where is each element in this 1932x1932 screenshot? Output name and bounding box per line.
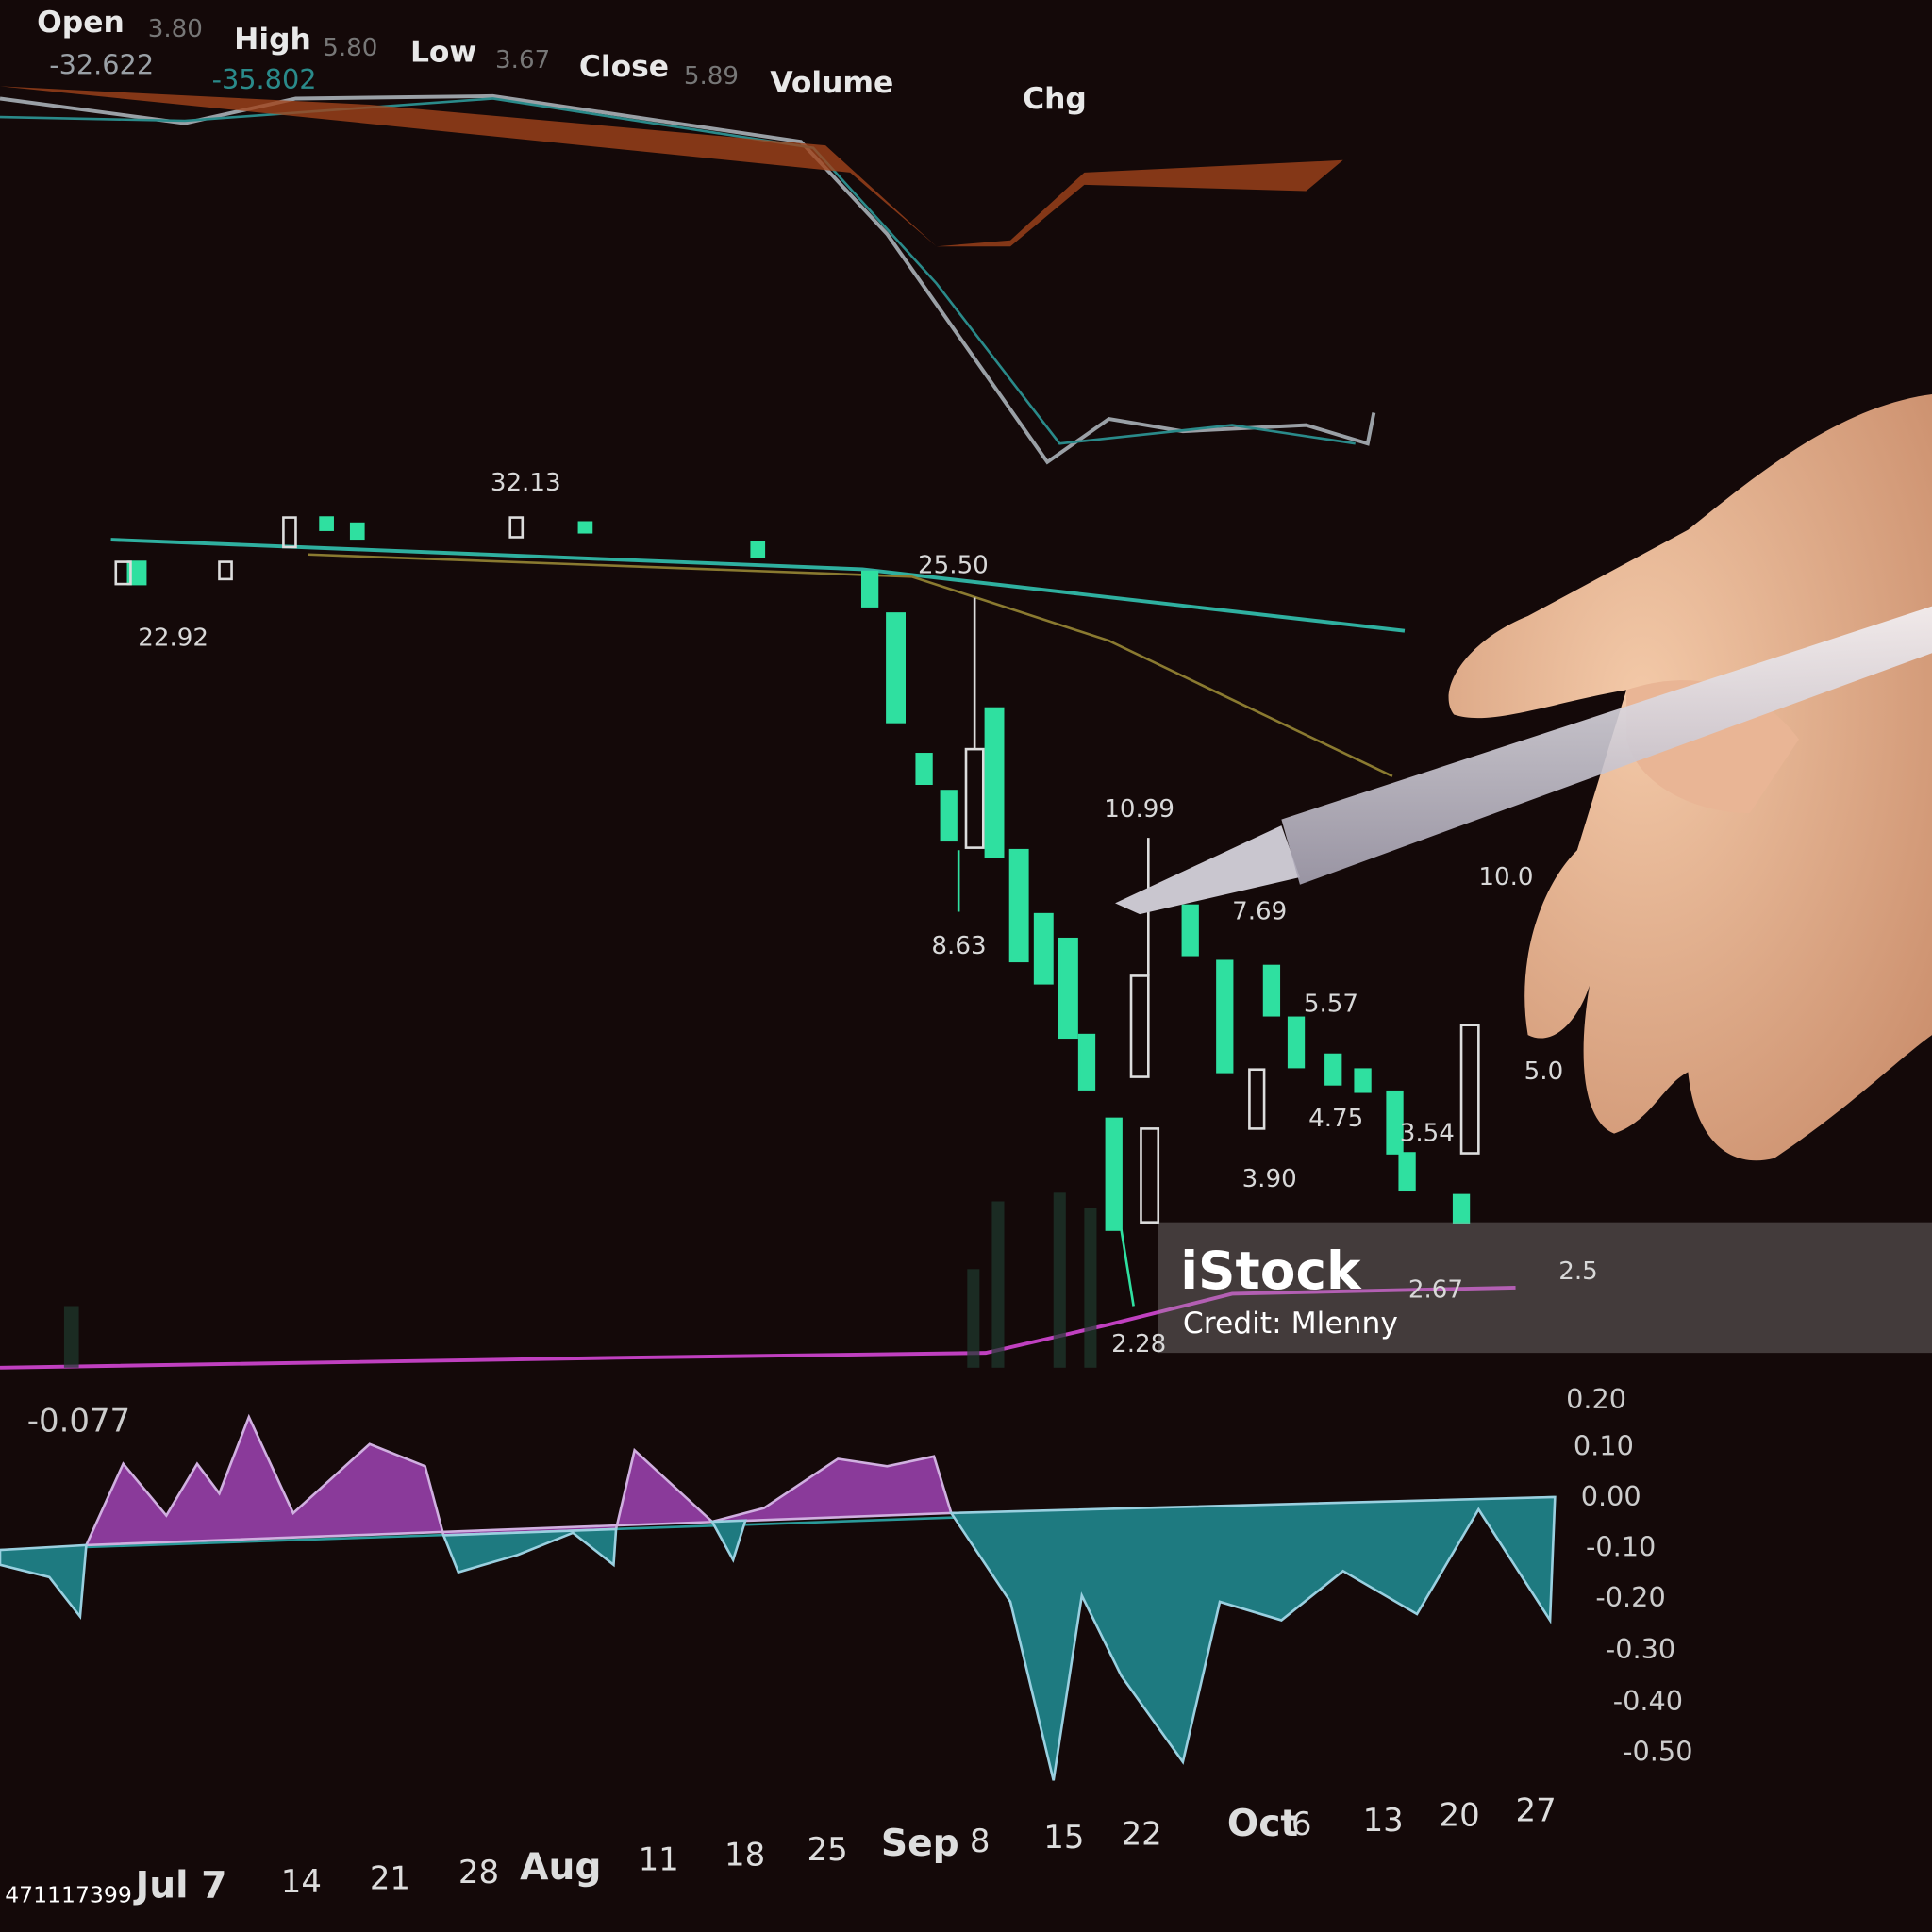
price-label: 3.54 <box>1400 1119 1455 1147</box>
image-id: 471117399 <box>5 1882 132 1908</box>
x-axis-label: 6 <box>1291 1806 1312 1843</box>
pen <box>1281 606 1932 885</box>
header-value: 5.80 <box>323 34 377 62</box>
indicator-value: -35.802 <box>212 63 317 95</box>
oscillator-negative <box>0 1495 1557 1781</box>
oscillator-tick: -0.10 <box>1586 1531 1656 1563</box>
x-axis-label: 27 <box>1516 1791 1557 1829</box>
price-label: 2.67 <box>1408 1275 1463 1304</box>
header-label: High <box>234 23 311 57</box>
x-axis-label: 22 <box>1122 1815 1162 1853</box>
x-axis-label: Aug <box>520 1846 601 1889</box>
watermark-band <box>1158 1222 1932 1354</box>
x-axis-label: 14 <box>281 1863 322 1901</box>
moving-average <box>110 538 1406 633</box>
header-value: 3.67 <box>495 46 550 75</box>
x-axis-label: 8 <box>970 1823 991 1860</box>
oscillator-tick: 0.00 <box>1581 1480 1641 1512</box>
price-label: 10.0 <box>1478 863 1533 891</box>
price-label: 7.69 <box>1232 897 1287 925</box>
watermark-brand: iStock <box>1180 1241 1362 1301</box>
header-value: 3.80 <box>148 15 203 43</box>
x-axis-label: Oct <box>1227 1803 1298 1845</box>
price-label: 4.75 <box>1308 1105 1363 1133</box>
price-label: 25.50 <box>918 551 989 579</box>
oscillator-tick: 0.10 <box>1574 1430 1634 1462</box>
price-label: 3.90 <box>1242 1165 1297 1193</box>
price-label: 5.57 <box>1304 990 1358 1018</box>
oscillator-tick: -0.30 <box>1606 1633 1675 1665</box>
price-label: 22.92 <box>138 624 208 652</box>
header-label: Close <box>579 50 669 84</box>
header-label: Chg <box>1023 82 1087 116</box>
indicator-line <box>0 97 1356 445</box>
pen-tip <box>1115 825 1300 915</box>
price-label: 8.63 <box>931 932 986 960</box>
oscillator-tick: -0.40 <box>1613 1685 1683 1717</box>
moving-average <box>308 553 1393 778</box>
price-label: 2.5 <box>1558 1257 1598 1286</box>
x-axis-label: 11 <box>639 1841 679 1879</box>
indicator-value: -32.622 <box>49 48 154 80</box>
x-axis-label: 20 <box>1440 1797 1480 1835</box>
volume-average <box>0 1285 1516 1370</box>
header-label: Volume <box>770 66 893 100</box>
price-label: 10.99 <box>1104 795 1174 824</box>
volume-bars <box>63 1192 1097 1368</box>
x-axis-label: 25 <box>808 1831 848 1869</box>
x-axis-label: 15 <box>1043 1819 1084 1857</box>
oscillator-tick: -0.20 <box>1595 1581 1665 1613</box>
price-label: 32.13 <box>491 469 561 497</box>
candles <box>126 516 1471 1307</box>
header-value: 5.89 <box>684 62 739 91</box>
oscillator-value: -0.077 <box>27 1403 130 1441</box>
oscillator-tick: 0.20 <box>1566 1383 1626 1415</box>
price-label: 5.0 <box>1524 1058 1564 1086</box>
x-axis-label: 13 <box>1363 1802 1404 1840</box>
header-label: Open <box>37 6 125 40</box>
header-label: Low <box>410 35 476 69</box>
price-label: 2.28 <box>1111 1330 1166 1358</box>
watermark-credit: Credit: Mlenny <box>1183 1307 1398 1341</box>
x-axis-label: Sep <box>881 1823 959 1865</box>
x-axis-label: 28 <box>458 1854 499 1891</box>
hollow-candles <box>114 516 1480 1224</box>
x-axis-label: Jul 7 <box>133 1864 227 1907</box>
oscillator-tick: -0.50 <box>1623 1735 1692 1767</box>
x-axis-label: 21 <box>370 1859 410 1897</box>
x-axis-label: 18 <box>724 1836 765 1874</box>
